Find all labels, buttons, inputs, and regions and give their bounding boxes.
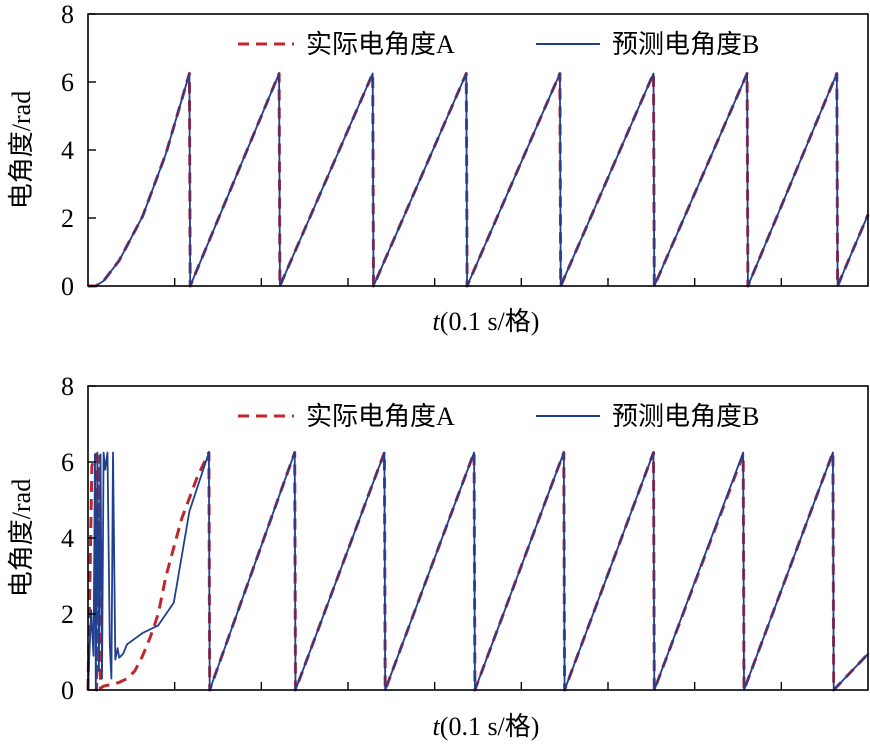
chart-panel-1: 0 2 4 6 8 t(0.1 s/格) 电角度/rad 实际电角度A 预测电角度B — [7, 0, 870, 336]
y-tick-label: 2 — [61, 204, 74, 233]
y-tick-label: 4 — [61, 136, 74, 165]
y-axis-title: 电角度/rad — [7, 91, 36, 209]
legend-label-predicted: 预测电角度B — [612, 30, 759, 59]
series-line-actual — [86, 451, 870, 692]
y-tick-label: 6 — [61, 448, 74, 477]
y-tick-label: 0 — [61, 676, 74, 705]
y-axis-title: 电角度/rad — [7, 479, 36, 597]
y-tick-label: 2 — [61, 600, 74, 629]
chart-panel-2: 0 2 4 6 8 t(0.1 s/格) 电角度/rad 实际电角度A 预测电角度B — [7, 372, 870, 741]
series-line-actual — [88, 72, 870, 288]
y-tick-label: 4 — [61, 524, 74, 553]
plot-frame — [87, 385, 869, 691]
series-line-predicted — [87, 451, 869, 691]
y-tick-label: 8 — [61, 372, 74, 401]
x-axis-title: t(0.1 s/格) — [433, 712, 540, 741]
legend-label-actual: 实际电角度A — [306, 402, 455, 431]
legend: 实际电角度A 预测电角度B — [238, 30, 759, 59]
legend-label-actual: 实际电角度A — [306, 30, 455, 59]
y-tick-label: 6 — [61, 68, 74, 97]
x-axis-title: t(0.1 s/格) — [433, 307, 540, 336]
y-tick-label: 8 — [61, 0, 74, 29]
legend-label-predicted: 预测电角度B — [612, 402, 759, 431]
y-tick-label: 0 — [61, 272, 74, 301]
legend: 实际电角度A 预测电角度B — [238, 402, 759, 431]
